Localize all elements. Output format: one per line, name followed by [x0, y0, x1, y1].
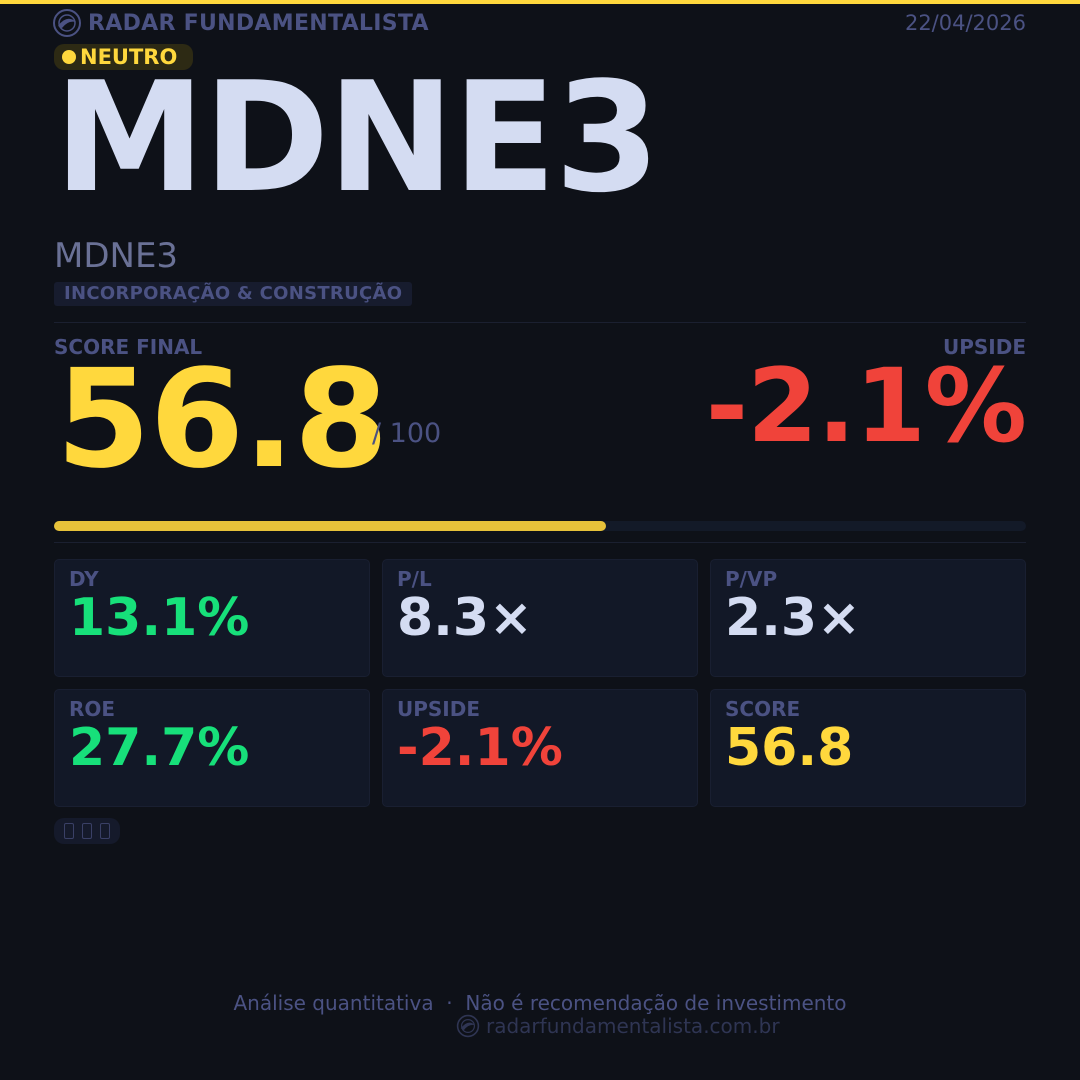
metric-label: P/L [397, 567, 432, 591]
score-scale: / 100 [372, 418, 442, 449]
missing-glyph-icon [100, 823, 110, 839]
radar-logo-icon [456, 1014, 480, 1038]
tags-row [54, 818, 120, 844]
metric-card-upside: UPSIDE -2.1% [382, 689, 698, 807]
rating-badge: NEUTRO [54, 44, 194, 70]
metric-label: UPSIDE [397, 697, 481, 721]
metric-label: ROE [69, 697, 116, 721]
metric-value: 2.3× [725, 588, 861, 648]
divider [54, 322, 1026, 323]
metric-card-dy: DY 13.1% [54, 559, 370, 677]
sector-tag: INCORPORAÇÃO & CONSTRUÇÃO [54, 282, 413, 306]
metric-value: -2.1% [397, 718, 563, 778]
missing-glyph-icon [64, 823, 74, 839]
metric-card-roe: ROE 27.7% [54, 689, 370, 807]
ticker-title: MDNE3 [54, 49, 660, 226]
score-value: 56.8 [56, 341, 389, 499]
upside-label: UPSIDE [942, 335, 1026, 359]
divider [54, 542, 1026, 543]
metric-label: P/VP [725, 567, 778, 591]
metric-label: SCORE [725, 697, 801, 721]
upside-value: -2.1% [705, 347, 1027, 466]
metric-card-pl: P/L 8.3× [382, 559, 698, 677]
missing-glyph-icon [82, 823, 92, 839]
metric-card-pvp: P/VP 2.3× [710, 559, 1026, 677]
metrics-grid: DY 13.1% P/L 8.3× P/VP 2.3× ROE 27.7% UP… [54, 559, 1026, 807]
score-label: SCORE FINAL [54, 335, 203, 359]
metric-value: 27.7% [69, 718, 250, 778]
radar-logo-icon [53, 9, 81, 37]
metric-value: 13.1% [69, 588, 250, 648]
rating-label: NEUTRO [80, 45, 178, 69]
score-progress-bar [54, 521, 1026, 531]
report-date: 22/04/2026 [904, 11, 1026, 35]
website-url: radarfundamentalista.com.br [486, 1014, 780, 1038]
status-dot-icon [62, 50, 76, 64]
metric-card-score: SCORE 56.8 [710, 689, 1026, 807]
top-accent-bar [0, 0, 1080, 4]
brand: RADAR FUNDAMENTALISTA [52, 8, 429, 38]
metric-label: DY [69, 567, 99, 591]
footer-url: radarfundamentalista.com.br [456, 1014, 780, 1038]
brand-name: RADAR FUNDAMENTALISTA [88, 10, 429, 36]
score-progress-fill [54, 521, 607, 531]
metric-value: 56.8 [725, 718, 854, 778]
disclaimer: Análise quantitativa · Não é recomendaçã… [233, 991, 847, 1015]
metric-value: 8.3× [397, 588, 533, 648]
company-name: MDNE3 [54, 236, 179, 276]
